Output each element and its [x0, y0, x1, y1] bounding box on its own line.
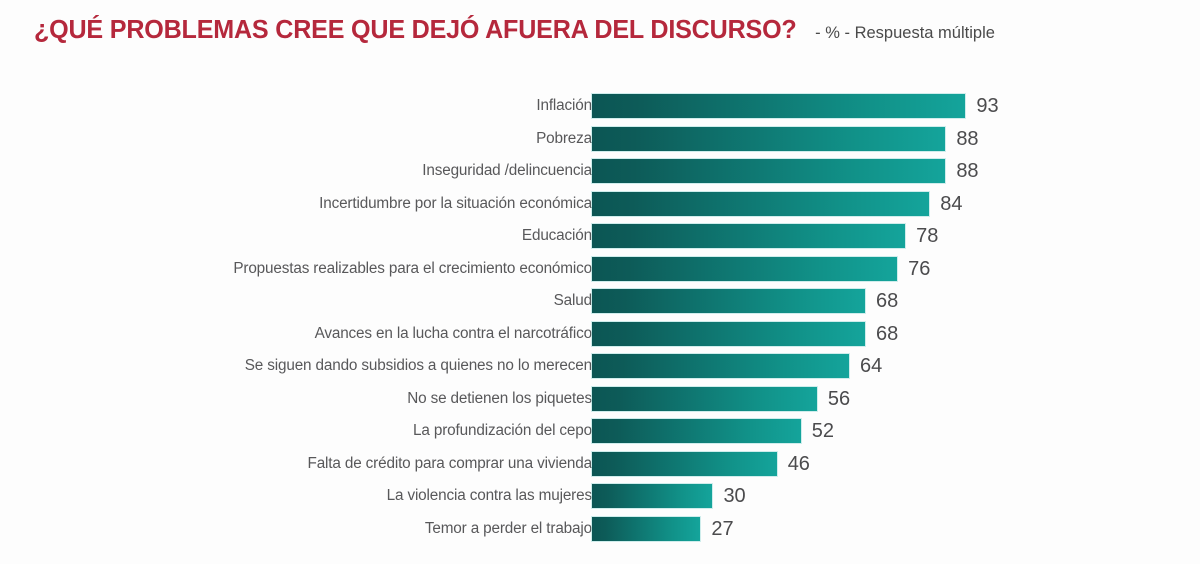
bar-value-label: 52	[811, 420, 835, 442]
bar-with-value: 52	[592, 419, 834, 443]
category-label: Pobreza	[536, 129, 592, 147]
page-title: ¿QUÉ PROBLEMAS CREE QUE DEJÓ AFUERA DEL …	[34, 16, 797, 45]
bar-value-label: 68	[876, 290, 899, 312]
bar-row: Inflación 93	[0, 94, 1200, 118]
bar-value-label: 56	[827, 387, 851, 410]
bar	[592, 484, 713, 508]
bar-value-label: 46	[787, 452, 810, 475]
bar-value-label: 64	[859, 355, 883, 377]
bar-row: Inseguridad /delincuencia 88	[0, 159, 1200, 183]
bar-value-label: 27	[711, 517, 734, 540]
bar-row: Temor a perder el trabajo 27	[0, 516, 1200, 541]
bar-row: La profundización del cepo 52	[0, 419, 1200, 443]
bar-with-value: 27	[592, 516, 734, 541]
bar-with-value: 88	[592, 159, 979, 183]
bar-value-label: 84	[940, 192, 963, 215]
bar-with-value: 76	[592, 256, 931, 281]
bar	[592, 256, 898, 281]
category-label: Inflación	[536, 97, 592, 114]
bar	[592, 516, 701, 541]
bar	[592, 126, 946, 151]
bar-row: Pobreza 88	[0, 126, 1200, 151]
bar	[592, 354, 849, 378]
bar	[592, 94, 966, 118]
category-label: Salud	[553, 292, 593, 309]
bar-row: La violencia contra las mujeres 30	[0, 484, 1200, 508]
chart-header: ¿QUÉ PROBLEMAS CREE QUE DEJÓ AFUERA DEL …	[0, 0, 1200, 62]
bar-row: Avances en la lucha contra el narcotráfi…	[0, 321, 1200, 346]
bar-with-value: 56	[592, 386, 851, 411]
bar-row: Educación 78	[0, 224, 1200, 248]
bar-with-value: 84	[592, 191, 963, 216]
category-label: Temor a perder el trabajo	[424, 519, 592, 537]
bar-with-value: 88	[592, 126, 979, 151]
bar-row: Se siguen dando subsidios a quienes no l…	[0, 354, 1200, 378]
bar	[592, 159, 946, 183]
bar	[592, 451, 777, 476]
bar-with-value: 30	[592, 484, 746, 508]
category-label: Educación	[521, 227, 592, 244]
bar-value-label: 88	[956, 160, 979, 182]
bar-value-label: 30	[723, 485, 746, 507]
bar-with-value: 64	[592, 354, 882, 378]
bar	[592, 321, 866, 346]
bar-with-value: 68	[592, 289, 898, 313]
bar-chart-plot-area: Inflación 93 Pobreza 88 Inseguridad /delincu…	[0, 94, 1200, 556]
bar-value-label: 76	[908, 257, 931, 280]
bar-value-label: 93	[976, 95, 999, 117]
category-label: Incertidumbre por la situación económica	[319, 194, 592, 212]
bar	[592, 224, 906, 248]
category-label: Propuestas realizables para el crecimien…	[233, 259, 592, 277]
bar-row: Salud 68	[0, 289, 1200, 313]
bar-value-label: 88	[956, 127, 979, 150]
bar-row: No se detienen los piquetes 56	[0, 386, 1200, 411]
bar-value-label: 68	[876, 322, 899, 345]
chart-subtitle: - % - Respuesta múltiple	[815, 23, 995, 42]
category-label: Se siguen dando subsidios a quienes no l…	[244, 357, 592, 374]
bar	[592, 191, 930, 216]
bar-with-value: 46	[592, 451, 810, 476]
bar	[592, 419, 801, 443]
category-label: La profundización del cepo	[413, 422, 592, 439]
bar-row: Incertidumbre por la situación económica…	[0, 191, 1200, 216]
category-label: Inseguridad /delincuencia	[422, 162, 592, 179]
bar-row: Falta de crédito para comprar una vivien…	[0, 451, 1200, 476]
category-label: No se detienen los piquetes	[407, 389, 592, 407]
category-label: Falta de crédito para comprar una vivien…	[307, 454, 593, 472]
category-label: Avances en la lucha contra el narcotráfi…	[314, 324, 593, 342]
bar-with-value: 78	[592, 224, 938, 248]
category-label: La violencia contra las mujeres	[386, 487, 593, 504]
bar-with-value: 93	[592, 94, 999, 118]
bar-row: Propuestas realizables para el crecimien…	[0, 256, 1200, 281]
bar-value-label: 78	[916, 225, 939, 247]
bar-with-value: 68	[592, 321, 899, 346]
bar	[592, 386, 817, 411]
bar	[592, 289, 866, 313]
